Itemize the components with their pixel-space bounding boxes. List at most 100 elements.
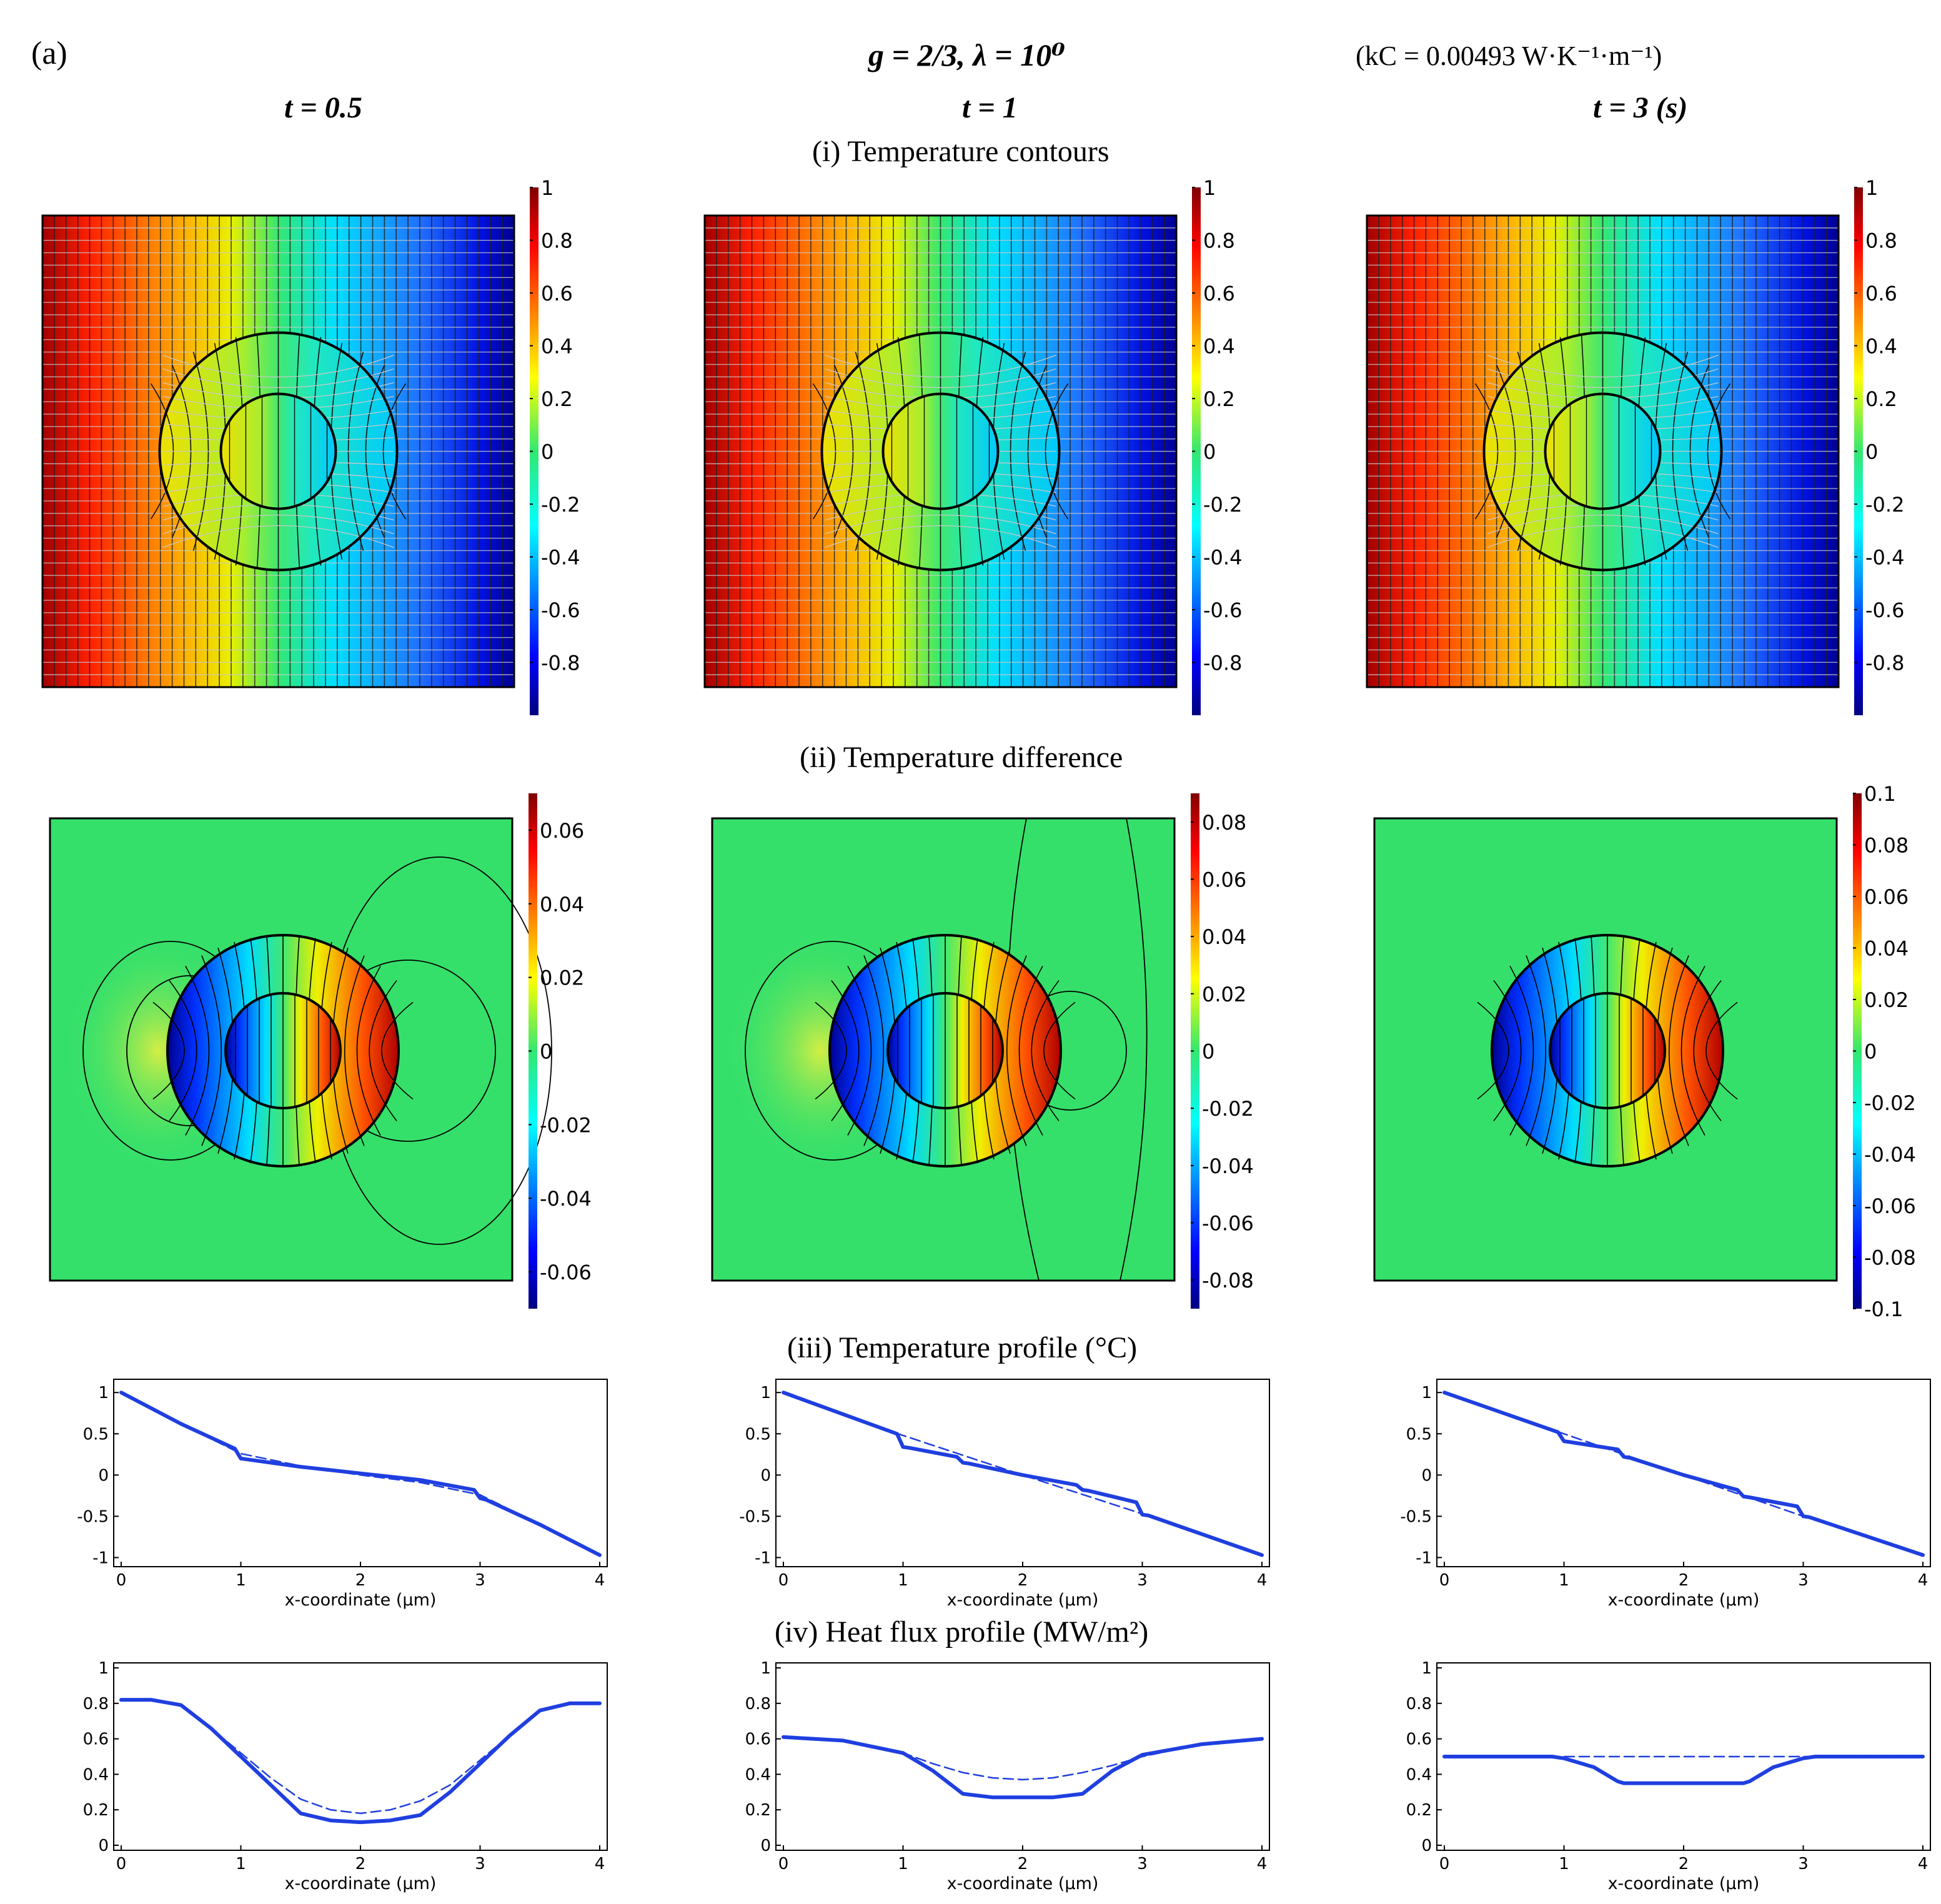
x-tick-label: 4 <box>1257 1571 1268 1590</box>
colorbar <box>1191 793 1199 1309</box>
y-tick-label: 0 <box>760 1837 771 1855</box>
flux-curve <box>825 514 1056 535</box>
colorbar-tick-label: 0.02 <box>1864 988 1909 1012</box>
line-plot-6: 1 0.5 0 -0.5 -1 0 1 2 3 4 x-coordinate (μm) <box>77 1379 608 1610</box>
section-difference-title: (ii) Temperature difference <box>800 741 1123 774</box>
colorbar <box>1854 187 1863 715</box>
y-tick-label: 1 <box>760 1659 771 1678</box>
colorbar-tick-label: -0.02 <box>1202 1097 1254 1121</box>
colorbar-tick-label: 0.02 <box>540 966 584 990</box>
colorbar-tick-label: -0.8 <box>1865 652 1904 675</box>
colorbar-tick-label: 0.02 <box>1202 983 1246 1006</box>
x-tick-label: 2 <box>355 1571 366 1590</box>
flux-curve <box>162 525 394 548</box>
line-plot-11: 1 0.8 0.6 0.4 0.2 00 1 2 3 4 x-coordinate (μm) <box>1406 1659 1931 1893</box>
colorbar-tick-label: 0 <box>1203 440 1216 464</box>
colorbar-tick-label: 0.04 <box>540 893 584 916</box>
x-axis-label: x-coordinate (μm) <box>947 1874 1099 1893</box>
x-axis-label: x-coordinate (μm) <box>1608 1590 1760 1610</box>
y-tick-label: 0 <box>98 1837 109 1855</box>
y-tick-label: -1 <box>755 1549 771 1567</box>
contour-curve <box>1477 1001 1509 1100</box>
reference-series-line <box>120 1391 601 1556</box>
y-tick-label: -0.5 <box>77 1507 109 1526</box>
colorbar-tick-label: -0.8 <box>541 652 580 675</box>
contour-curve <box>1006 955 1027 1146</box>
core-boundary <box>1544 392 1662 510</box>
y-tick-label: 0 <box>760 1466 771 1485</box>
coating-boundary <box>1482 331 1723 572</box>
x-tick-label: 4 <box>595 1855 605 1873</box>
y-tick-label: 0 <box>1421 1837 1432 1855</box>
x-tick-label: 4 <box>1918 1571 1929 1590</box>
reference-series-line <box>782 1736 1263 1781</box>
contour-curve <box>1509 966 1534 1136</box>
x-tick-label: 1 <box>898 1855 908 1873</box>
flux-curve <box>1487 368 1719 389</box>
x-tick-label: 2 <box>1018 1571 1028 1590</box>
panel-label: (a) <box>31 36 67 71</box>
line-plot-7: 1 0.5 0 -0.5 -1 0 1 2 3 4 x-coordinate (μm) <box>739 1379 1270 1610</box>
colorbar-tick-label: -0.4 <box>1203 546 1242 570</box>
colorbar-tick-label: 0 <box>1202 1040 1214 1064</box>
colorbar-tick-label: 0.1 <box>1864 782 1896 806</box>
contour-line <box>1119 818 1148 1281</box>
contour-curve <box>831 980 860 1121</box>
reference-series-line <box>1443 1391 1924 1556</box>
contour-map-2: 1 0.8 0.6 0.4 0.2 0 -0.2 -0.4 -0.6 -0.8 <box>1366 176 1904 715</box>
x-tick-label: 2 <box>1679 1571 1689 1590</box>
difference-map-2: 0.1 0.08 0.06 0.04 0.02 0 -0.02 -0.04 -0.06 -0.08… <box>1373 782 1916 1321</box>
contour-curve <box>344 955 365 1146</box>
colorbar-tick-label: -0.6 <box>1865 598 1904 622</box>
x-tick-label: 0 <box>1439 1855 1450 1873</box>
colorbar <box>529 793 537 1309</box>
colorbar-tick-label: 0 <box>540 1040 552 1064</box>
x-tick-label: 4 <box>1918 1855 1929 1873</box>
colorbar-tick-label: 0.08 <box>1864 834 1909 858</box>
y-tick-label: 0.2 <box>745 1801 771 1820</box>
contour-curve <box>152 1001 185 1100</box>
colorbar-tick-label: 1 <box>1865 176 1878 200</box>
contour-map-1: 1 0.8 0.6 0.4 0.2 0 -0.2 -0.4 -0.6 -0.8 <box>703 176 1242 715</box>
flux-curve <box>825 354 1056 378</box>
line-plot-9: 1 0.8 0.6 0.4 0.2 00 1 2 3 4 x-coordinate (μm) <box>83 1659 608 1893</box>
contour-map-0: 1 0.8 0.6 0.4 0.2 0 -0.2 -0.4 -0.6 -0.8 <box>41 176 580 715</box>
x-tick-label: 1 <box>898 1571 908 1590</box>
computed-series-line <box>1442 1391 1925 1557</box>
flux-curve <box>162 514 394 535</box>
coating-boundary <box>1491 934 1724 1168</box>
plot-frame <box>775 1662 1270 1851</box>
colorbar-tick-label: -0.02 <box>1864 1091 1916 1115</box>
x-tick-label: 0 <box>1439 1571 1450 1590</box>
colorbar-tick-label: -0.2 <box>1865 493 1904 517</box>
colorbar-tick-label: 0.6 <box>1865 282 1897 305</box>
colorbar-tick-label: -0.02 <box>540 1113 592 1137</box>
colorbar-tick-label: -0.08 <box>1864 1246 1916 1270</box>
contour-curve <box>185 966 210 1136</box>
x-tick-label: 3 <box>1798 1855 1809 1873</box>
y-tick-label: 0.5 <box>83 1425 109 1444</box>
reference-series-line <box>120 1698 601 1815</box>
x-tick-label: 2 <box>1018 1855 1028 1873</box>
contour-curve <box>1680 966 1705 1136</box>
y-tick-label: 0.5 <box>745 1425 771 1444</box>
colorbar-tick-label: 0.8 <box>1203 229 1235 253</box>
map-frame <box>41 214 515 688</box>
colorbar-tick-label: 0.6 <box>541 282 573 305</box>
y-tick-label: 0.6 <box>83 1730 109 1749</box>
x-tick-label: 1 <box>1559 1855 1569 1873</box>
y-tick-label: 0.5 <box>1406 1425 1432 1444</box>
y-tick-label: 0.4 <box>83 1765 109 1784</box>
coating-boundary <box>166 934 400 1168</box>
colorbar-tick-label: 0.06 <box>1202 868 1246 892</box>
y-tick-label: 0.8 <box>1406 1695 1432 1713</box>
coating-boundary <box>158 331 399 572</box>
contour-curve <box>1493 980 1522 1121</box>
colorbar-tick-label: 0.8 <box>541 229 573 253</box>
x-tick-label: 1 <box>236 1855 246 1873</box>
y-tick-label: 0.6 <box>745 1730 771 1749</box>
x-tick-label: 0 <box>778 1855 789 1873</box>
computed-series-line <box>119 1391 602 1557</box>
